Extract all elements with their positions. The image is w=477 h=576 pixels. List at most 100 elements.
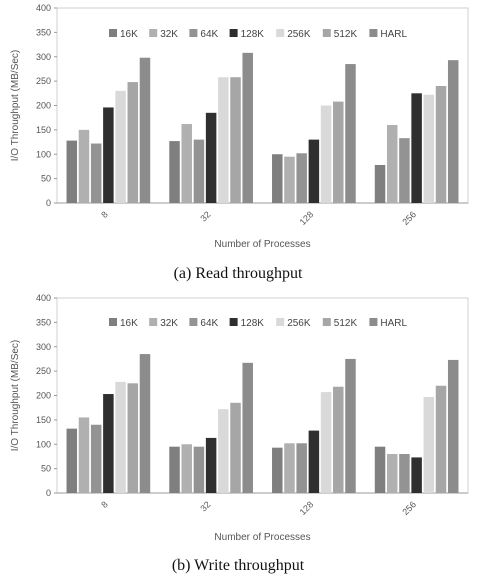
legend-label-16k: 16K (120, 318, 138, 329)
bar-32k-32 (181, 124, 192, 203)
bar-harl-256 (447, 60, 459, 203)
bar-harl-32 (242, 362, 253, 493)
y-tick-label: 0 (46, 488, 51, 498)
bar-128k-256 (411, 457, 422, 493)
bar-256k-32 (218, 409, 229, 493)
legend-label-128k: 128K (241, 29, 265, 40)
bar-256k-8 (115, 90, 126, 203)
bar-32k-256 (386, 454, 398, 493)
legend-label-16k: 16K (120, 29, 138, 40)
caption-write: (b) Write throughput (172, 557, 305, 574)
bar-16k-32 (169, 446, 180, 493)
x-tick-label: 128 (298, 499, 316, 517)
bar-64k-32 (193, 139, 205, 203)
legend-label-512k: 512K (334, 29, 358, 40)
y-tick-label: 200 (36, 101, 51, 111)
bar-512k-256 (435, 86, 447, 203)
bar-16k-128 (272, 154, 283, 203)
bar-64k-256 (399, 454, 410, 493)
bar-256k-32 (218, 77, 229, 203)
y-tick-label: 350 (36, 27, 51, 37)
legend-label-256k: 256K (287, 318, 311, 329)
bar-harl-128 (345, 358, 356, 493)
legend-label-harl: HARL (380, 318, 407, 329)
bar-512k-8 (127, 82, 139, 203)
y-axis-label: I/O Throughput (MB/Sec) (10, 50, 21, 162)
y-tick-label: 50 (41, 464, 51, 474)
legend-label-64k: 64K (200, 29, 218, 40)
y-tick-label: 150 (36, 125, 51, 135)
read-throughput-chart: 0 50 100 150 200 250 300 350 400 8 32 128 256 16K 32K 6… (10, 3, 469, 250)
bar-512k-128 (333, 101, 344, 203)
y-tick-label: 350 (36, 317, 51, 327)
bar-16k-8 (66, 140, 78, 203)
legend-swatch-256k (276, 29, 285, 37)
legend-label-harl: HARL (380, 29, 407, 40)
bar-128k-8 (103, 394, 114, 493)
bar-128k-32 (205, 112, 217, 203)
x-tick-label: 256 (400, 499, 418, 517)
legend-swatch-32k (149, 318, 158, 326)
legend-swatch-512k (322, 318, 331, 326)
x-tick-label: 128 (298, 209, 316, 227)
bar-512k-32 (230, 402, 241, 493)
bar-32k-256 (386, 125, 398, 203)
y-tick-label: 50 (41, 174, 51, 184)
legend-label-64k: 64K (200, 318, 218, 329)
legend-swatch-128k (229, 29, 238, 37)
bar-64k-128 (296, 443, 307, 493)
bar-harl-256 (447, 359, 459, 493)
bar-128k-128 (308, 430, 320, 493)
bar-512k-256 (435, 385, 447, 493)
legend-swatch-16k (109, 29, 117, 37)
legend-swatch-128k (229, 318, 238, 326)
bar-64k-32 (193, 446, 205, 493)
y-tick-label: 250 (36, 76, 51, 86)
legend-swatch-512k (322, 29, 331, 37)
legend-label-32k: 32K (160, 318, 178, 329)
y-tick-label: 150 (36, 415, 51, 425)
legend-label-512k: 512K (334, 318, 358, 329)
bar-16k-256 (374, 164, 386, 203)
bar-256k-256 (423, 94, 435, 203)
bar-16k-128 (272, 447, 283, 493)
bar-64k-8 (90, 143, 102, 203)
bar-128k-32 (205, 437, 217, 493)
legend-swatch-32k (149, 29, 158, 37)
y-axis-label: I/O Throughput (MB/Sec) (10, 340, 21, 452)
legend-swatch-256k (276, 318, 285, 326)
bar-512k-128 (333, 386, 344, 493)
bar-32k-8 (78, 417, 90, 493)
x-axis-label: Number of Processes (214, 532, 310, 543)
y-tick-label: 0 (46, 198, 51, 208)
bar-128k-256 (411, 93, 422, 203)
bar-harl-32 (242, 52, 253, 203)
legend-label-32k: 32K (160, 29, 178, 40)
legend-swatch-harl (369, 29, 378, 37)
x-tick-label: 32 (198, 209, 212, 223)
bar-256k-128 (320, 392, 332, 493)
bar-harl-8 (139, 354, 151, 493)
bar-64k-8 (90, 424, 102, 493)
legend-swatch-64k (189, 318, 198, 326)
x-tick-label: 32 (198, 499, 212, 513)
bar-16k-32 (169, 141, 180, 203)
x-axis-label: Number of Processes (214, 239, 310, 250)
bar-256k-256 (423, 396, 435, 493)
bar-256k-128 (320, 105, 332, 203)
legend-swatch-harl (369, 318, 378, 326)
bar-128k-8 (103, 107, 114, 203)
x-tick-label: 256 (400, 209, 418, 227)
bar-32k-128 (284, 443, 295, 493)
y-tick-label: 250 (36, 366, 51, 376)
y-tick-label: 200 (36, 391, 51, 401)
bar-32k-8 (78, 129, 90, 203)
x-tick-label: 8 (99, 209, 110, 220)
y-tick-label: 100 (36, 439, 51, 449)
bar-16k-256 (374, 446, 386, 493)
bar-64k-256 (399, 138, 410, 203)
bar-256k-8 (115, 381, 126, 493)
bar-32k-32 (181, 444, 192, 493)
legend-label-256k: 256K (287, 29, 311, 40)
